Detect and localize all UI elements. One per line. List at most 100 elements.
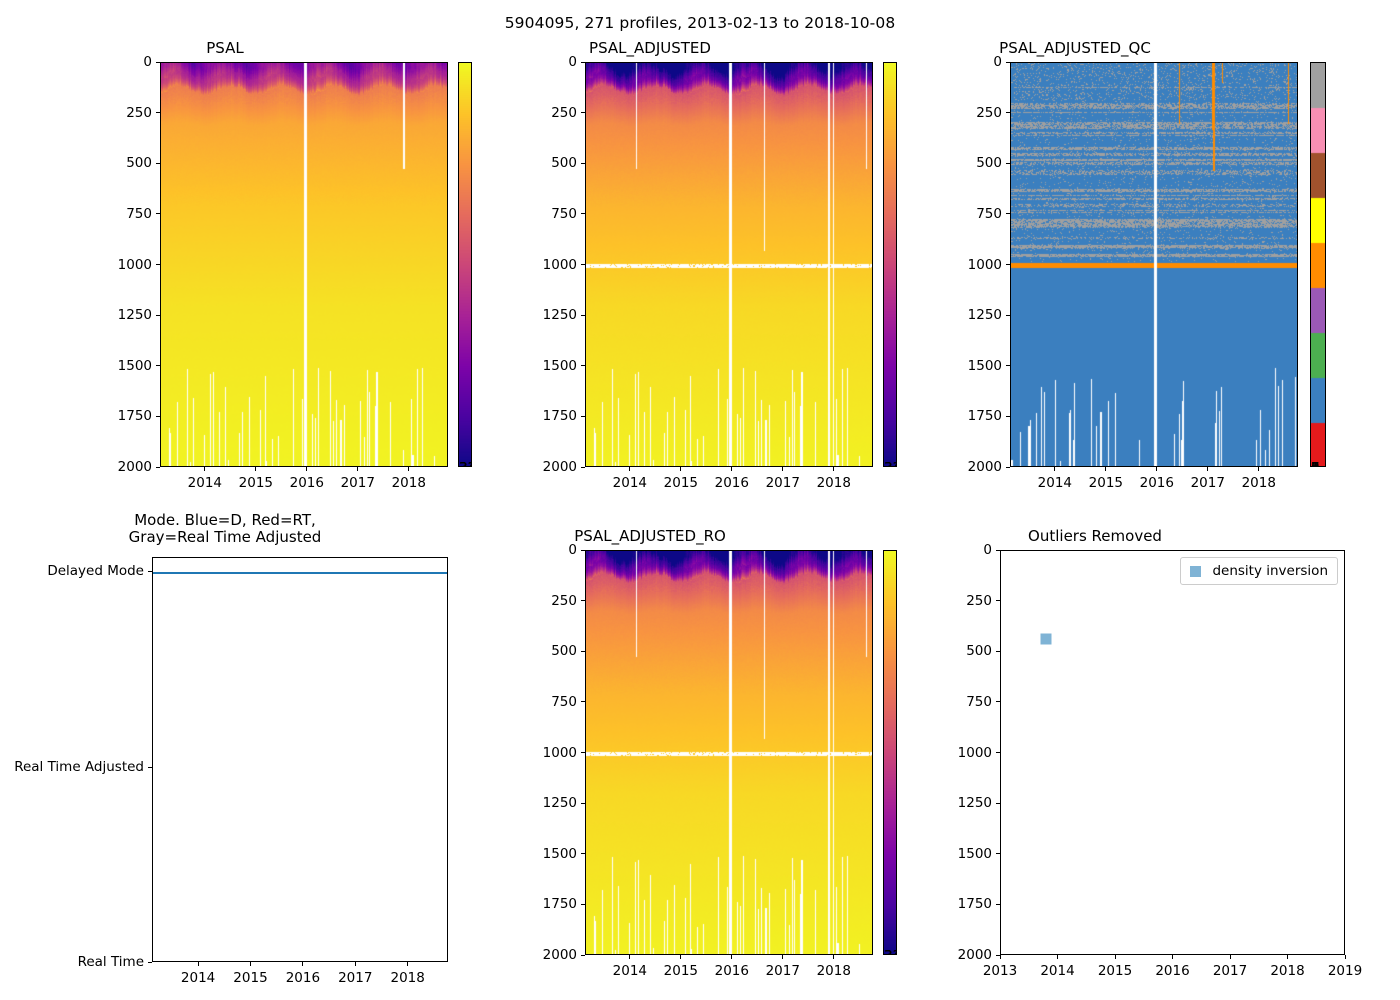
- y-tick: [156, 415, 160, 417]
- x-tick-label: 2015: [663, 475, 699, 491]
- x-tick: [1207, 467, 1209, 471]
- axes-mode[interactable]: [152, 557, 448, 962]
- y-tick: [996, 802, 1000, 804]
- colorbar-tick-label: 34.5: [459, 460, 471, 466]
- y-tick-label: 250: [976, 104, 1002, 121]
- axes-psal[interactable]: [160, 62, 448, 467]
- x-tick-label: 2018: [816, 963, 851, 979]
- y-tick: [1006, 415, 1010, 417]
- colorbar-tick-label: 7: [1311, 460, 1320, 466]
- x-tick-label: 2017: [340, 475, 375, 491]
- panel-psal-adjusted-ro: PSAL_ADJUSTED_RO 34.534.033.533.032.5 0 2…: [425, 500, 897, 1000]
- x-tick-label: 2018: [1241, 475, 1276, 491]
- y-tick-label: 250: [966, 592, 992, 609]
- outlier-point-density-inversion[interactable]: [1040, 633, 1052, 645]
- y-tick-label: 250: [551, 592, 577, 609]
- panel-psal: PSAL 34.534.033.533.032.532.031.5 0 250 50…: [0, 0, 472, 500]
- y-tick-label: 1000: [542, 256, 577, 273]
- x-tick-label: 2014: [1037, 475, 1073, 491]
- panel-psal-adjusted-qc: PSAL_ADJUSTED_QC 876543210 0250500750100…: [850, 0, 1400, 500]
- y-tick: [1006, 264, 1010, 266]
- y-tick: [156, 264, 160, 266]
- x-tick-label: 2016: [1155, 963, 1190, 979]
- colorbar-tick-label: 33.0: [459, 460, 471, 466]
- y-tick: [1006, 112, 1010, 114]
- colorbar-tick-label: 33.5: [884, 948, 896, 954]
- y-tick: [581, 752, 585, 754]
- y-tick: [581, 415, 585, 417]
- y-tick-label: 500: [551, 155, 577, 172]
- y-tick-label: 750: [551, 693, 577, 710]
- panel-mode-title: Mode. Blue=D, Red=RT, Gray=Real Time Adj…: [128, 511, 322, 546]
- x-tick: [629, 955, 631, 959]
- colorbar-tick-label: 33.5: [459, 460, 471, 466]
- x-tick: [407, 962, 409, 966]
- y-tick-label: Real Time: [77, 954, 144, 970]
- axes-psal-adjusted-qc[interactable]: [1010, 62, 1298, 467]
- y-tick: [581, 903, 585, 905]
- y-tick: [996, 853, 1000, 855]
- y-tick: [1006, 213, 1010, 215]
- colorbar-tick-label: 3: [1311, 460, 1320, 466]
- y-tick-label: 1750: [117, 408, 152, 425]
- x-tick: [680, 955, 682, 959]
- y-tick-label: 0: [993, 54, 1002, 70]
- x-tick-label: 2015: [1088, 475, 1124, 491]
- y-tick-label: 1000: [967, 256, 1002, 273]
- colorbar-tick-label: 8: [1311, 460, 1320, 466]
- y-tick-label: 500: [126, 155, 152, 172]
- axes-psal-adjusted[interactable]: [585, 62, 873, 467]
- x-tick: [782, 955, 784, 959]
- legend-swatch-density-inversion: [1190, 565, 1202, 577]
- y-tick: [996, 701, 1000, 703]
- x-tick-label: 2017: [765, 963, 800, 979]
- x-tick: [255, 467, 257, 471]
- x-tick-label: 2017: [765, 475, 800, 491]
- y-tick-label: 750: [966, 693, 992, 710]
- axes-psal-adjusted-ro[interactable]: [585, 550, 873, 955]
- x-tick-label: 2015: [663, 963, 699, 979]
- x-tick: [408, 467, 410, 471]
- y-tick: [581, 162, 585, 164]
- x-tick-label: 2018: [391, 475, 426, 491]
- x-tick-label: 2014: [612, 475, 648, 491]
- x-tick: [1156, 467, 1158, 471]
- x-tick: [833, 955, 835, 959]
- x-tick-label: 2018: [816, 475, 851, 491]
- colorbar-psal-adjusted-ro: 34.534.033.533.032.5: [883, 550, 897, 955]
- y-tick: [581, 365, 585, 367]
- y-tick-label: 1750: [542, 408, 577, 425]
- x-tick-label: 2017: [338, 970, 373, 986]
- colorbar-tick-label: 33.5: [884, 460, 896, 466]
- y-tick: [996, 752, 1000, 754]
- y-tick: [156, 365, 160, 367]
- y-tick: [148, 570, 152, 572]
- y-tick-label: 0: [568, 542, 577, 558]
- x-tick: [680, 467, 682, 471]
- y-tick: [996, 954, 1000, 956]
- x-tick: [1172, 955, 1174, 959]
- y-tick-label: 1250: [957, 795, 992, 812]
- x-tick: [629, 467, 631, 471]
- colorbar-tick-label: 5: [1311, 460, 1320, 466]
- y-tick: [581, 112, 585, 114]
- y-tick: [156, 213, 160, 215]
- axes-outliers[interactable]: density inversion: [1000, 550, 1345, 955]
- y-tick-label: 750: [126, 205, 152, 222]
- panel-mode: Mode. Blue=D, Red=RT, Gray=Real Time Adj…: [0, 500, 470, 1000]
- y-tick-label: 1750: [967, 408, 1002, 425]
- x-tick: [357, 467, 359, 471]
- y-tick-label: Real Time Adjusted: [14, 759, 144, 776]
- y-tick: [996, 650, 1000, 652]
- colorbar-tick-label: 32.5: [884, 460, 896, 466]
- y-tick: [996, 903, 1000, 905]
- panel-psal-adjusted-ro-title: PSAL_ADJUSTED_RO: [574, 527, 726, 545]
- x-tick-label: 2014: [612, 963, 648, 979]
- y-tick: [581, 650, 585, 652]
- y-tick: [156, 112, 160, 114]
- y-tick: [581, 213, 585, 215]
- panel-outliers-title: Outliers Removed: [1028, 527, 1162, 545]
- y-tick-label: 0: [983, 542, 992, 558]
- legend-label-density-inversion: density inversion: [1212, 563, 1328, 579]
- y-tick-label: 1000: [957, 744, 992, 761]
